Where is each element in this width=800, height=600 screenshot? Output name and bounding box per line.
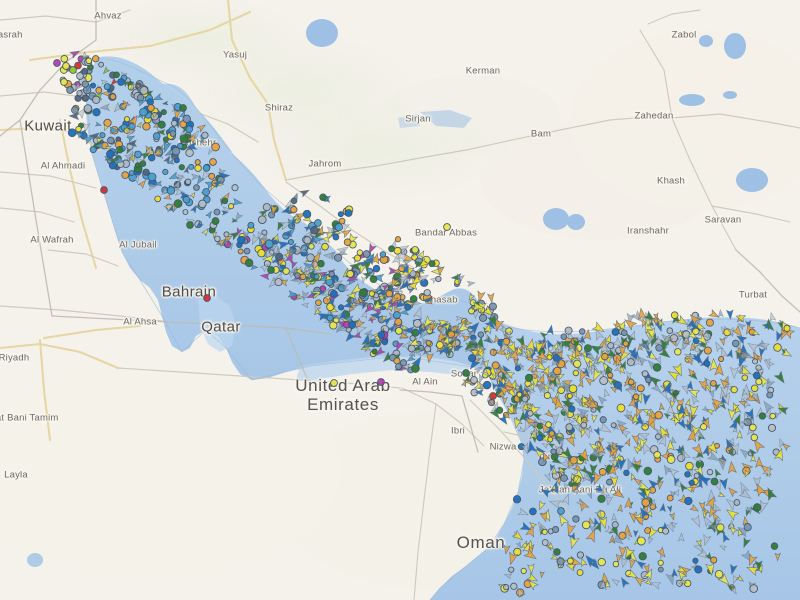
- city-iranshahr: Iranshahr: [627, 225, 669, 237]
- city-al-ahmadi: Al Ahmadi: [40, 160, 86, 172]
- city-shiraz: Shiraz: [264, 102, 294, 114]
- city-ibra: Ibra: [539, 451, 557, 463]
- city-zabol: Zabol: [671, 29, 697, 41]
- city-bam: Bam: [530, 128, 552, 140]
- country-uae: United Arab Emirates: [295, 376, 391, 414]
- inland-water: [27, 19, 768, 567]
- city-layla: Layla: [4, 469, 28, 481]
- country-bahrain: Bahrain: [161, 283, 217, 301]
- city-basrah: Basrah: [0, 29, 23, 41]
- city-yasuj: Yasuj: [222, 49, 248, 61]
- country-qatar: Qatar: [201, 318, 241, 336]
- city-sirjan: Sirjan: [405, 113, 431, 125]
- country-oman: Oman: [456, 533, 506, 552]
- city-ibri: Ibri: [451, 425, 465, 437]
- city-zahedan: Zahedan: [634, 110, 674, 122]
- city-al-jubail: Al Jubail: [119, 239, 157, 251]
- city-khash: Khash: [657, 175, 685, 187]
- city-al-wafrah: Al Wafrah: [30, 234, 74, 246]
- city-bushehr: Bushehr: [179, 137, 217, 149]
- city-nizwa: Nizwa: [489, 441, 517, 453]
- city-sohar: Sohar: [450, 368, 478, 380]
- city-jahrom: Jahrom: [308, 158, 342, 170]
- city-kerman: Kerman: [465, 65, 501, 77]
- city-turbat: Turbat: [738, 289, 768, 301]
- city-saravan: Saravan: [704, 214, 742, 226]
- city-ahvaz: Ahvaz: [94, 10, 122, 22]
- city-riyadh: Riyadh: [0, 352, 30, 364]
- city-jaalan: Ja'alan Bani Bu Ali: [538, 484, 622, 496]
- country-kuwait: Kuwait: [24, 117, 72, 135]
- city-khasab: Khasab: [424, 294, 458, 306]
- city-al-ahsa: Al Ahsa: [123, 316, 157, 328]
- city-hawtat: Hawtat Bani Tamim: [0, 412, 59, 424]
- city-bandar-abbas: Bandar Abbas: [414, 227, 478, 239]
- city-al-ain: Al Ain: [412, 376, 438, 388]
